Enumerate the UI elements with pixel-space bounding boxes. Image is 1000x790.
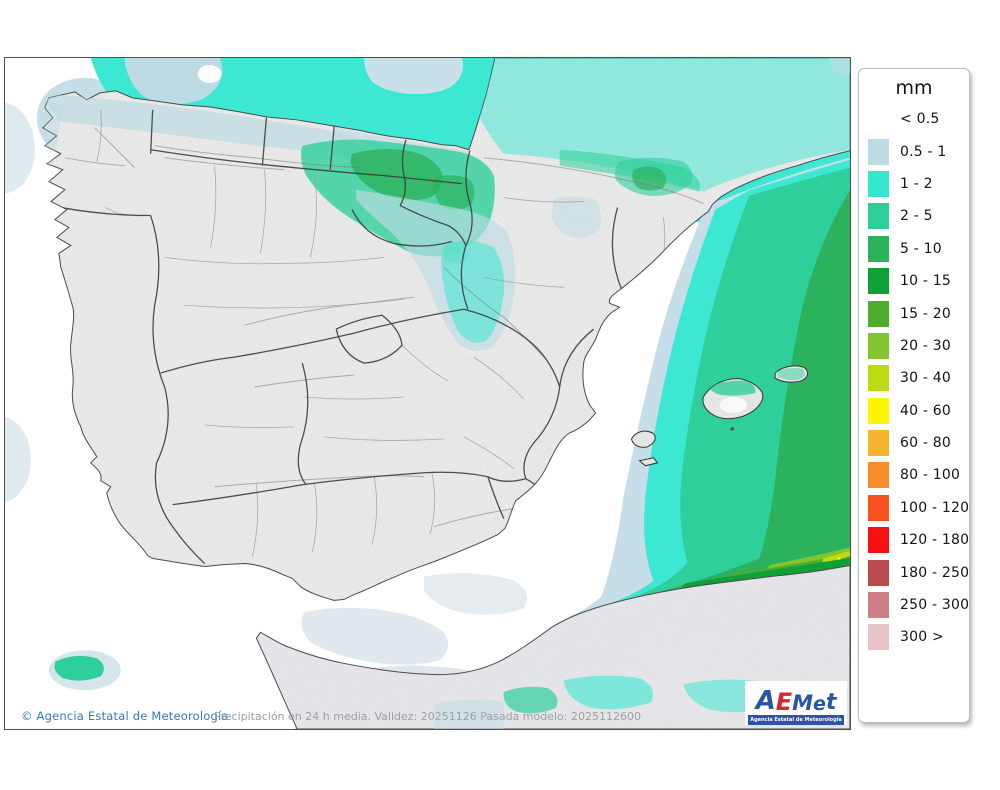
map-frame: © Agencia Estatal de Meteorología Precip… [4,57,851,730]
legend-swatch [868,397,889,424]
legend-panel: mm < 0.5 0.5 - 1 1 - 2 2 - 5 5 - 10 10 - 15 15… [858,68,970,723]
logo-letter: t [825,690,837,715]
legend-swatch [868,624,889,651]
legend-label: 40 - 60 [900,402,951,419]
legend-label: 120 - 180 [900,532,970,549]
legend-row: 10 - 15 [859,265,969,297]
legend-label: 60 - 80 [900,435,951,452]
legend-swatch [868,430,889,457]
legend-row: 2 - 5 [859,200,969,232]
legend-label: 300 > [900,629,944,646]
legend-swatch [868,462,889,489]
legend-row: 120 - 180 [859,524,969,556]
map-caption: Precipitación en 24 h media. Validez: 20… [214,710,641,723]
legend-swatch [868,559,889,586]
legend-label: 5 - 10 [900,240,942,257]
province-boundaries [64,109,666,557]
legend-row: 250 - 300 [859,589,969,621]
legend-row: 0.5 - 1 [859,135,969,167]
legend-row: 30 - 40 [859,362,969,394]
legend-label: 0.5 - 1 [900,143,947,160]
legend-swatch [868,527,889,554]
legend-swatch [868,235,889,262]
legend-swatch [868,138,889,165]
legend-swatch [868,300,889,327]
legend-row: 180 - 250 [859,556,969,588]
legend-swatch [868,592,889,619]
legend-label: 2 - 5 [900,208,933,225]
legend-title: mm [895,77,933,99]
legend-row: 15 - 20 [859,297,969,329]
legend-row: 40 - 60 [859,395,969,427]
aemet-logo-subtitle: Agencia Estatal de Meteorología [748,715,844,725]
legend-row: 60 - 80 [859,427,969,459]
legend-label: < 0.5 [900,111,940,128]
legend-row: 300 > [859,621,969,653]
legend-label: 100 - 120 [900,499,970,516]
legend-swatch [868,332,889,359]
legend-label: 80 - 100 [900,467,961,484]
logo-letter: M [792,691,813,715]
logo-letter: e [813,693,826,715]
legend-row: < 0.5 [859,103,969,135]
legend-label: 250 - 300 [900,597,970,614]
legend-label: 20 - 30 [900,337,951,354]
precipitation-map-svg [5,58,850,729]
legend-swatch [868,170,889,197]
legend-row: 100 - 120 [859,492,969,524]
legend-row: 80 - 100 [859,459,969,491]
legend-label: 10 - 15 [900,273,951,290]
legend-swatch [868,365,889,392]
legend-label: 30 - 40 [900,370,951,387]
legend-row: 20 - 30 [859,330,969,362]
legend-label: 15 - 20 [900,305,951,322]
legend-swatch [868,494,889,521]
region-boundaries [60,109,626,564]
legend-row: 5 - 10 [859,233,969,265]
copyright-notice: © Agencia Estatal de Meteorología [21,709,229,723]
logo-letter: A [755,686,776,716]
legend-rows: < 0.5 0.5 - 1 1 - 2 2 - 5 5 - 10 10 - 15 15 - … [859,103,969,654]
legend-label: 1 - 2 [900,175,933,192]
legend-swatch [868,203,889,230]
legend-label: 180 - 250 [900,564,970,581]
legend-row: 1 - 2 [859,168,969,200]
legend-swatch [868,268,889,295]
logo-letter: E [775,688,793,716]
